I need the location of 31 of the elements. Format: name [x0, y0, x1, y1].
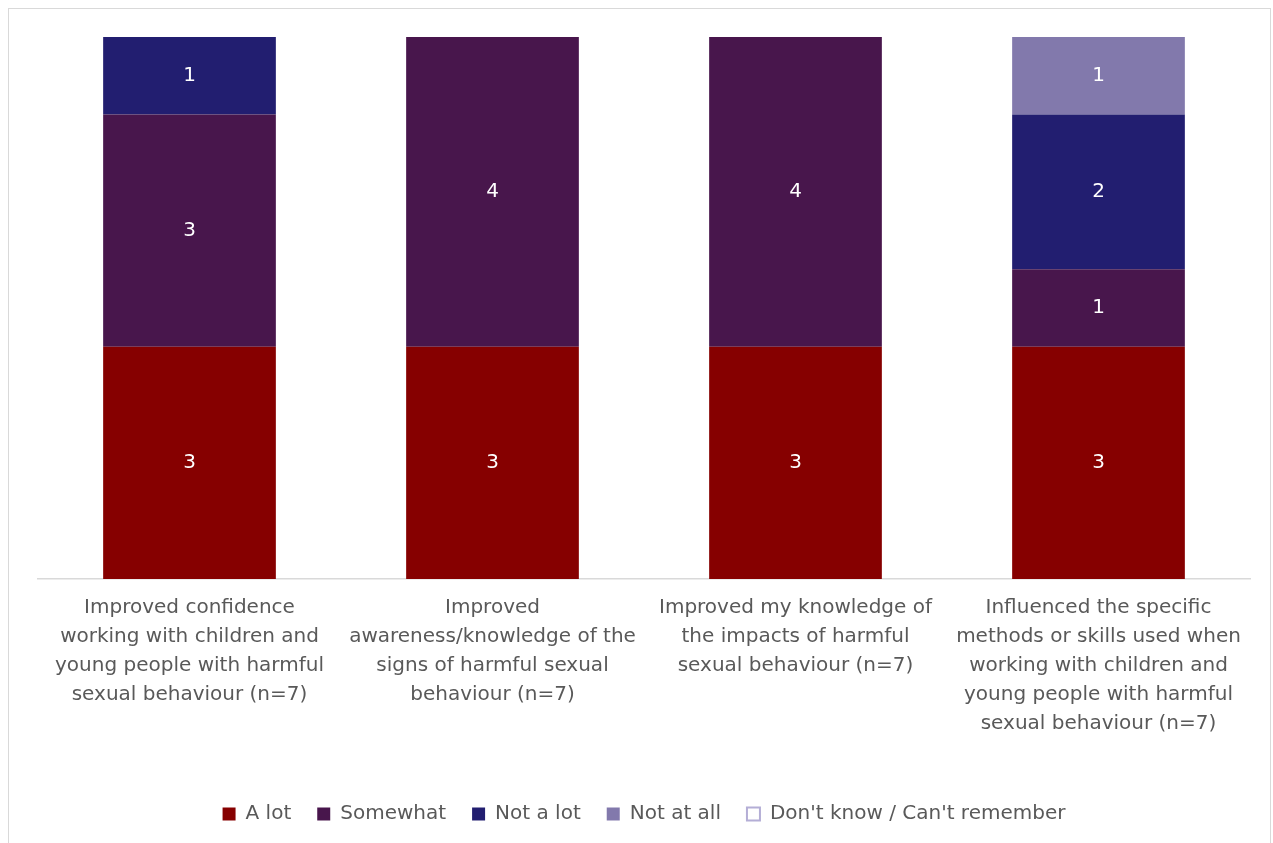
bar	[1012, 346, 1185, 579]
bar	[1012, 269, 1185, 347]
bar	[709, 37, 882, 347]
data-label: 1	[1092, 61, 1105, 86]
data-label: 2	[1092, 178, 1105, 203]
bar	[1012, 114, 1185, 270]
data-label: 4	[789, 178, 802, 203]
x-tick-label: Improved confidence working with children and young people with harmful sexual behaviour (n=7)	[55, 593, 324, 705]
bar	[406, 346, 579, 579]
data-label: 3	[183, 449, 196, 474]
data-label: 1	[183, 61, 196, 86]
data-label: 1	[1092, 294, 1105, 319]
data-label: 4	[486, 178, 499, 203]
bar	[709, 346, 882, 579]
bar	[103, 37, 276, 115]
x-tick-label: Influenced the specific methods or skills used when working with children and young people with harmful sexual behaviour (n=7)	[956, 593, 1241, 734]
legend-label: Not a lot	[495, 800, 581, 825]
data-label: 3	[789, 449, 802, 474]
data-label: 3	[1092, 449, 1105, 474]
bar	[103, 114, 276, 347]
bar	[406, 37, 579, 347]
legend-label: Don't know / Can't remember	[769, 800, 1067, 825]
x-tick-label: Improved awareness/knowledge of the signs of harmful sexual behaviour (n=7)	[349, 593, 636, 705]
data-label: 3	[486, 449, 499, 474]
legend-label: Somewhat	[340, 800, 447, 825]
bar	[103, 346, 276, 579]
legend-label: Not at all	[629, 800, 721, 825]
data-label: 3	[183, 216, 196, 241]
legend-label: A lot	[245, 800, 292, 825]
bar	[1012, 37, 1185, 115]
x-tick-label: Improved my knowledge of the impacts of harmful sexual behaviour (n=7)	[658, 593, 933, 676]
